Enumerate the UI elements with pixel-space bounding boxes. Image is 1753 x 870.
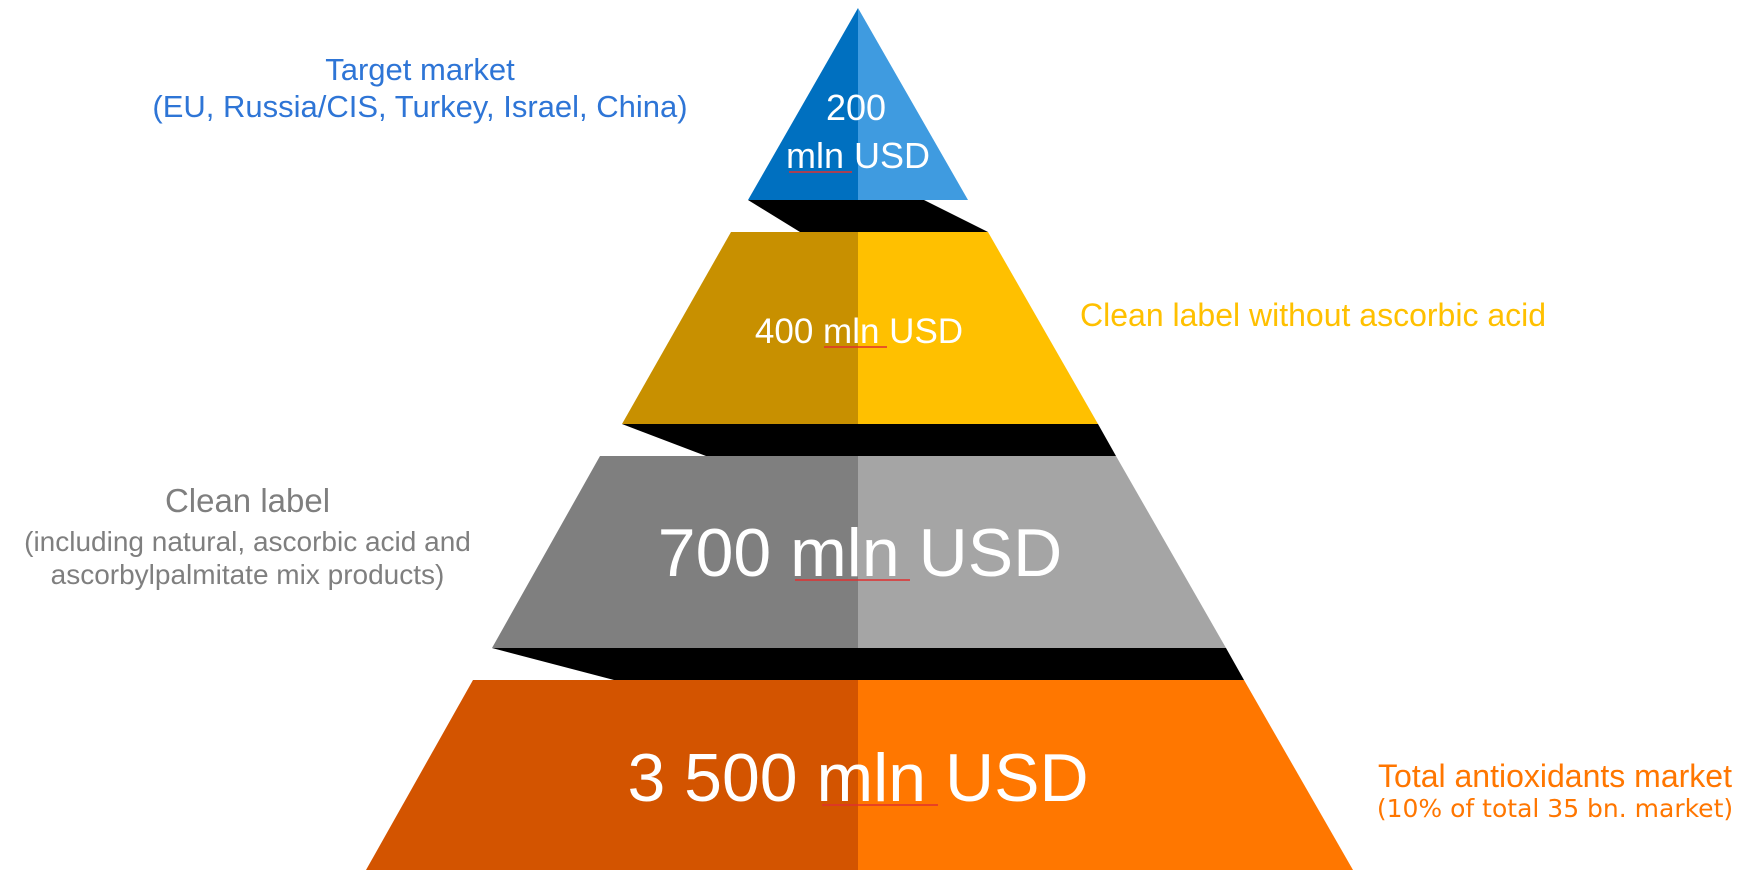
clean-label-no-ascorbic-label: Clean label without ascorbic acid xyxy=(1080,297,1680,335)
tier-total-left xyxy=(366,680,858,870)
connector-1 xyxy=(748,200,988,232)
connector-2 xyxy=(622,424,1116,456)
tier-clean-no-ascorbic: 400 mln USD xyxy=(622,232,1098,424)
total-market-title: Total antioxidants market xyxy=(1378,758,1732,794)
tier-clean-label-value: 700 mln USD xyxy=(658,515,1062,591)
tier-total: 3 500 mln USD xyxy=(366,680,1353,870)
tier-target: 200 mln USD xyxy=(748,8,968,200)
tier-target-right xyxy=(858,8,968,200)
clean-label-detail-line1: (including natural, ascorbic acid and xyxy=(24,525,471,557)
total-market-label: Total antioxidants market (10% of total … xyxy=(1355,758,1753,821)
clean-label-detail-line2: ascorbylpalmitate mix products) xyxy=(50,558,445,590)
clean-label-no-ascorbic-title: Clean label without ascorbic acid xyxy=(1080,297,1547,333)
connector-3 xyxy=(492,648,1244,680)
tier-clean-label: 700 mln USD xyxy=(492,456,1226,648)
target-market-regions: (EU, Russia/CIS, Turkey, Israel, China) xyxy=(152,88,688,124)
tier-target-left xyxy=(748,8,858,200)
tier-clean-no-ascorbic-value: 400 mln USD xyxy=(755,312,963,351)
tier-clean-label-left xyxy=(492,456,858,648)
tier-clean-no-ascorbic-right xyxy=(858,232,1098,424)
target-market-label: Target market (EU, Russia/CIS, Turkey, I… xyxy=(130,52,710,125)
tier-total-right xyxy=(858,680,1353,870)
target-market-title: Target market xyxy=(325,52,515,87)
tier-total-value: 3 500 mln USD xyxy=(627,740,1088,816)
tier-target-value-line2: mln USD xyxy=(786,135,930,176)
clean-label-title: Clean label xyxy=(164,482,331,519)
tier-clean-label-right xyxy=(858,456,1226,648)
tier-clean-no-ascorbic-left xyxy=(622,232,858,424)
total-market-detail: (10% of total 35 bn. market) xyxy=(1376,793,1734,823)
tier-target-value-line1: 200 xyxy=(826,87,886,128)
clean-label-label: Clean label (including natural, ascorbic… xyxy=(0,482,495,591)
